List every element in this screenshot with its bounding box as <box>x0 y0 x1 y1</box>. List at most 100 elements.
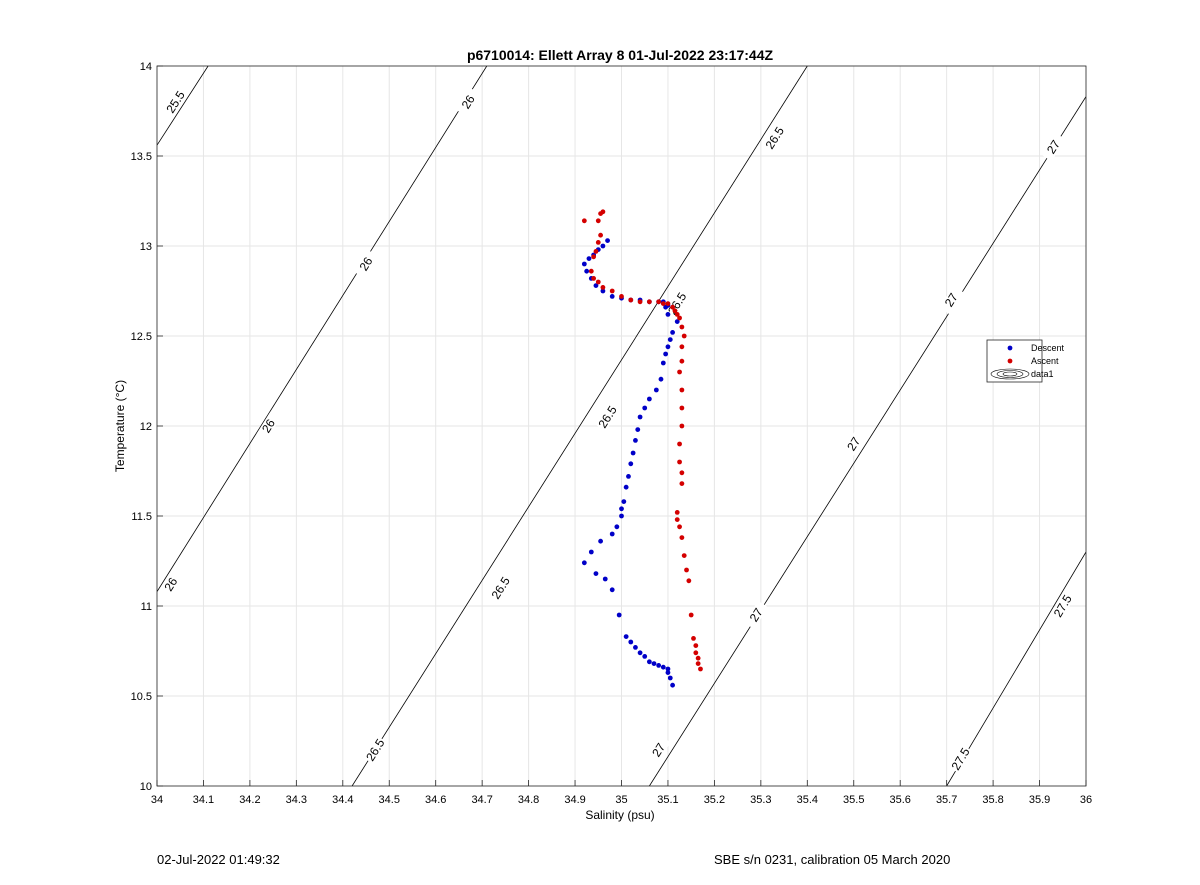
y-tick-label: 10 <box>140 781 152 793</box>
x-tick-label: 34.7 <box>471 794 492 806</box>
legend-label: Ascent <box>1031 356 1059 366</box>
descent-point <box>588 549 594 555</box>
contour-label-bg <box>841 429 866 459</box>
ascent-point <box>660 301 666 306</box>
descent-point <box>660 664 666 670</box>
contour-label-bg <box>762 123 787 153</box>
ascent-point <box>695 661 701 666</box>
x-tick-label: 35.8 <box>982 794 1003 806</box>
descent-point <box>609 294 615 299</box>
descent-point <box>626 474 631 479</box>
descent-point <box>665 344 671 350</box>
descent-point <box>642 654 648 659</box>
y-axis-label: Temperature (°C) <box>113 380 127 472</box>
contour-label-bg <box>456 87 481 117</box>
descent-point <box>623 634 629 639</box>
descent-point <box>667 675 673 681</box>
legend-marker <box>1007 345 1013 351</box>
contour-line <box>351 66 808 786</box>
y-tick-label: 14 <box>140 61 152 73</box>
data-series <box>581 209 703 688</box>
descent-point <box>667 337 673 342</box>
y-tick-label: 11.5 <box>131 511 152 523</box>
contour-label-bg <box>665 289 690 318</box>
descent-point <box>674 319 680 324</box>
descent-point <box>581 261 587 267</box>
ascent-point <box>693 650 699 656</box>
descent-point <box>658 376 664 382</box>
descent-point <box>646 396 652 402</box>
x-tick-label: 35.9 <box>1029 794 1050 806</box>
descent-point <box>600 288 606 294</box>
descent-point <box>586 256 592 261</box>
y-tick-label: 12.5 <box>131 331 152 343</box>
ascent-point <box>679 387 685 393</box>
ascent-point <box>691 636 696 641</box>
descent-point <box>593 283 599 288</box>
x-tick-label: 35.1 <box>657 794 678 806</box>
descent-point <box>665 312 671 317</box>
contour-label-bg <box>363 735 388 765</box>
descent-point <box>653 387 659 393</box>
ascent-point <box>674 312 680 317</box>
contour-label-bg <box>939 285 964 315</box>
x-tick-label: 35.3 <box>750 794 771 806</box>
x-tick-label: 34.9 <box>564 794 585 806</box>
contour-label-bg <box>354 249 379 279</box>
ascent-point <box>693 643 699 648</box>
descent-point <box>614 524 620 530</box>
descent-point <box>656 663 662 668</box>
ascent-point <box>688 612 694 618</box>
x-tick-label: 35.2 <box>704 794 725 806</box>
descent-point <box>633 438 638 443</box>
ascent-point <box>674 517 680 522</box>
x-tick-label: 34.5 <box>379 794 400 806</box>
x-tick-label: 35 <box>615 794 627 806</box>
ascent-point <box>591 276 597 281</box>
ascent-point <box>588 268 594 274</box>
ascent-point <box>677 369 682 375</box>
descent-point <box>619 506 624 512</box>
y-tick-label: 12 <box>140 421 152 433</box>
ascent-point <box>681 333 687 339</box>
ascent-point <box>679 344 685 350</box>
descent-point <box>670 330 675 335</box>
x-tick-label: 34.3 <box>286 794 307 806</box>
x-tick-label: 34.1 <box>193 794 214 806</box>
x-tick-label: 35.6 <box>889 794 910 806</box>
contour-label-bg <box>163 87 188 117</box>
descent-point <box>637 414 643 420</box>
descent-point <box>642 405 648 411</box>
timestamp-footer: 02-Jul-2022 01:49:32 <box>157 852 280 867</box>
ascent-point <box>695 655 701 661</box>
descent-point <box>581 560 587 566</box>
legend-box <box>986 339 1043 383</box>
legend-label: data1 <box>1031 369 1054 379</box>
descent-point <box>609 587 615 593</box>
grid-lines <box>156 65 1087 787</box>
ascent-point <box>637 299 643 305</box>
descent-point <box>598 538 603 544</box>
legend: Descent Ascent data1 <box>986 339 1065 383</box>
ascent-point <box>656 299 662 305</box>
ascent-point <box>698 666 703 672</box>
y-tick-label: 11 <box>141 601 152 613</box>
ascent-point <box>679 535 685 540</box>
ascent-point <box>681 553 687 558</box>
x-axis-label: Salinity (psu) <box>585 808 654 822</box>
descent-point <box>623 484 629 490</box>
y-tick-label: 10.5 <box>131 691 152 703</box>
contour-line <box>157 66 488 592</box>
descent-point <box>584 268 590 274</box>
ascent-point <box>665 301 671 306</box>
y-tick-label: 13.5 <box>131 151 152 163</box>
ascent-point <box>595 240 601 245</box>
ascent-point <box>600 285 606 290</box>
descent-point <box>621 499 627 504</box>
descent-point <box>663 351 669 357</box>
y-tick-label: 13 <box>140 241 152 253</box>
legend-contour-icon <box>1002 371 1018 377</box>
contour-label-bg <box>488 573 513 603</box>
descent-point <box>665 670 671 675</box>
calibration-footer: SBE s/n 0231, calibration 05 March 2020 <box>714 852 951 867</box>
